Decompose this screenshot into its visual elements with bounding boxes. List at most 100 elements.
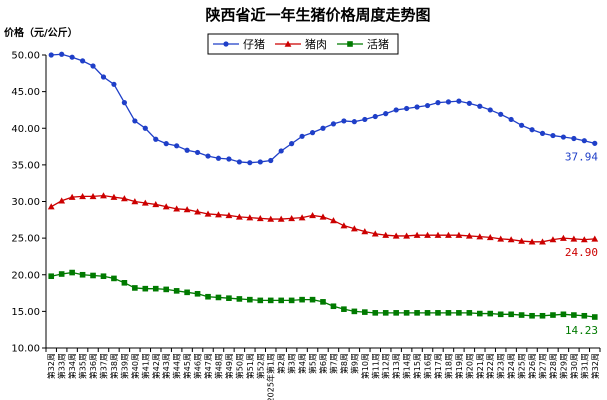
x-tick-label: 第15周 xyxy=(412,353,422,379)
chart-title: 陕西省近一年生猪价格周度走势图 xyxy=(205,6,430,24)
x-tick-label: 第35周 xyxy=(78,353,88,379)
x-tick-label: 第50周 xyxy=(234,353,244,379)
data-point-square xyxy=(320,299,326,305)
data-point-square xyxy=(403,310,410,316)
y-tick-label: 35.00 xyxy=(11,160,40,171)
data-point-triangle xyxy=(89,192,97,200)
x-tick-label: 第39周 xyxy=(119,353,129,379)
data-point-circle xyxy=(100,74,107,80)
x-tick-label: 第26周 xyxy=(527,353,537,379)
data-point-triangle xyxy=(100,192,107,199)
data-point-circle xyxy=(498,111,504,117)
x-tick-label: 第32周 xyxy=(590,353,600,379)
x-tick-label: 第7周 xyxy=(328,353,338,374)
end-labels: 37.94 24.90 14.23 xyxy=(565,150,598,337)
x-tick-label: 第52周 xyxy=(255,353,265,379)
data-point-square xyxy=(372,310,379,316)
data-point-triangle xyxy=(570,235,578,242)
data-point-circle xyxy=(404,105,410,112)
data-point-triangle xyxy=(580,236,588,243)
data-point-circle xyxy=(539,130,546,136)
x-tick-label: 第17周 xyxy=(433,353,443,379)
data-point-circle xyxy=(174,143,180,149)
x-tick-label: 第47周 xyxy=(203,353,213,379)
data-point-square xyxy=(236,296,243,302)
data-point-triangle xyxy=(591,235,599,242)
data-point-circle xyxy=(121,100,127,106)
data-point-triangle xyxy=(507,236,515,243)
data-point-square xyxy=(435,310,441,316)
data-point-triangle xyxy=(173,205,181,212)
data-point-square xyxy=(341,306,347,312)
data-point-circle xyxy=(456,98,462,104)
data-point-square xyxy=(414,310,420,316)
data-point-triangle xyxy=(288,214,296,222)
data-point-circle xyxy=(592,140,598,146)
data-point-circle xyxy=(529,127,535,133)
data-point-triangle xyxy=(277,215,285,222)
data-point-triangle xyxy=(455,231,463,238)
data-point-circle xyxy=(341,118,347,124)
series-triangle xyxy=(47,192,599,245)
data-point-square xyxy=(362,309,368,315)
x-tick-label: 第32周 xyxy=(46,353,56,379)
x-tick-label: 第3周 xyxy=(287,353,297,374)
legend: 仔猪 猪肉 活猪 xyxy=(207,33,399,55)
data-point-circle xyxy=(445,99,452,105)
data-point-square xyxy=(497,311,504,318)
data-point-circle xyxy=(362,116,368,123)
data-point-circle xyxy=(414,104,420,110)
x-tick-label: 第4周 xyxy=(297,353,307,374)
data-point-triangle xyxy=(486,233,494,241)
data-point-circle xyxy=(309,130,316,136)
data-point-square xyxy=(100,273,107,280)
y-tick-label: 30.00 xyxy=(11,197,40,208)
data-point-triangle xyxy=(371,230,379,237)
legend-item: 仔猪 xyxy=(213,38,265,51)
data-point-triangle xyxy=(497,235,505,242)
x-tick-label: 第46周 xyxy=(193,353,203,379)
x-tick-label: 第30周 xyxy=(569,353,579,379)
x-tick-label: 第33周 xyxy=(57,353,67,379)
data-point-circle xyxy=(132,118,138,124)
data-point-triangle xyxy=(465,232,473,239)
data-point-triangle xyxy=(424,231,431,238)
x-tick-label: 第12周 xyxy=(381,353,391,379)
data-point-circle xyxy=(320,125,326,131)
data-point-square xyxy=(309,296,316,303)
x-tick-label: 第19周 xyxy=(454,353,464,379)
data-point-circle xyxy=(581,138,587,144)
data-point-square xyxy=(539,312,546,319)
data-point-triangle xyxy=(235,213,243,220)
data-point-square xyxy=(571,312,577,318)
legend-item: 活猪 xyxy=(337,38,389,51)
data-point-circle xyxy=(571,135,577,142)
data-point-circle xyxy=(111,81,117,87)
x-tick-label: 第27周 xyxy=(538,353,548,379)
data-point-square xyxy=(205,293,211,300)
x-tick-label: 第42周 xyxy=(151,353,161,379)
data-point-circle xyxy=(247,160,253,166)
data-point-circle xyxy=(435,100,441,106)
data-point-circle xyxy=(560,134,567,140)
data-point-triangle xyxy=(183,206,191,213)
data-point-circle xyxy=(236,159,242,165)
data-point-square xyxy=(466,310,473,316)
x-tick-label: 第43周 xyxy=(161,353,171,379)
data-point-square xyxy=(152,285,159,292)
x-tick-label: 2025年第1周 xyxy=(266,353,276,400)
data-point-square xyxy=(132,285,138,291)
data-point-circle xyxy=(372,113,378,120)
x-tick-label: 第28周 xyxy=(548,353,558,379)
x-tick-label: 第25周 xyxy=(517,353,527,379)
data-point-circle xyxy=(163,141,169,147)
data-point-triangle xyxy=(340,222,348,229)
data-point-circle xyxy=(487,107,493,113)
end-value-label: 14.23 xyxy=(565,324,598,337)
series-circle xyxy=(48,51,598,166)
x-tick-label: 第5周 xyxy=(308,353,318,374)
y-axis-unit-label: 价格（元/公斤） xyxy=(4,26,78,39)
y-tick-label: 25.00 xyxy=(11,234,40,245)
data-point-triangle xyxy=(539,238,546,245)
data-point-circle xyxy=(205,153,211,159)
